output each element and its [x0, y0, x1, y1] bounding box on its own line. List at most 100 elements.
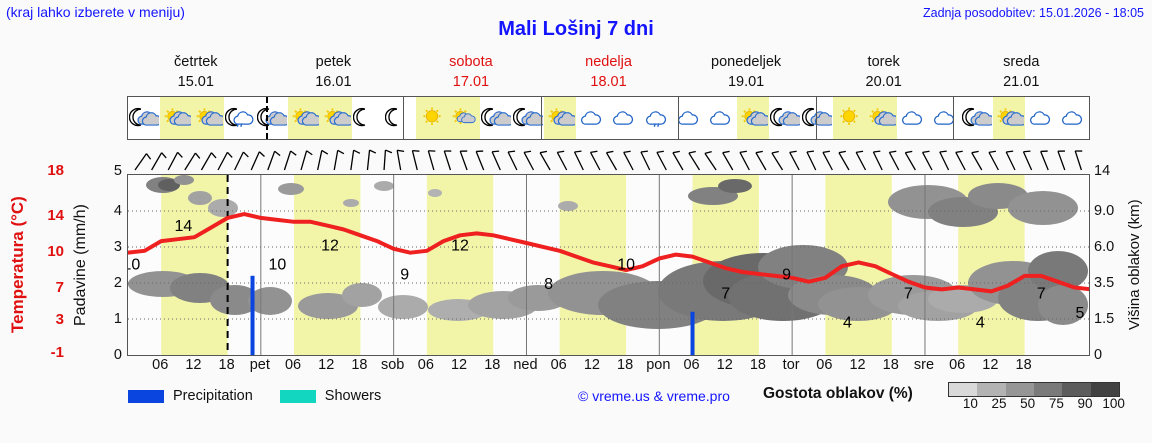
wind-barb: [771, 152, 784, 171]
wind-barb-flag: [939, 150, 947, 153]
wind-barb: [704, 153, 717, 171]
wind-barb: [539, 152, 551, 171]
moon-cloud-icon: [801, 97, 833, 139]
temperature-value-label: 9: [782, 266, 791, 283]
day-separator: [678, 97, 680, 139]
wind-barb: [789, 152, 800, 171]
cloud-density-step: [1090, 383, 1119, 396]
page-title: Mali Lošinj 7 dni: [498, 18, 654, 40]
wind-barb-flag: [640, 150, 648, 153]
cloud-density-blob: [558, 201, 578, 211]
wind-barb: [688, 152, 701, 171]
moon-cloud-icon: [256, 97, 288, 139]
temperature-tick: -1: [50, 344, 64, 361]
cloud-density-blob: [188, 191, 212, 205]
temperature-tick: 10: [47, 243, 64, 260]
sun-cloud-icon: [864, 97, 897, 139]
cloud-icon: [897, 97, 929, 139]
wind-barb-flag: [574, 150, 582, 153]
x-tick-pet: pet: [249, 357, 270, 373]
x-tick-18: 18: [484, 357, 501, 373]
wind-barb: [623, 152, 634, 171]
wind-barb: [475, 151, 485, 171]
wind-barb-flag: [806, 150, 815, 153]
cloud-density-blob: [298, 293, 358, 319]
wind-barb-flag: [385, 149, 393, 154]
wind-barb: [283, 150, 292, 171]
wind-barb-flag: [688, 150, 696, 154]
temperature-value-label: 12: [321, 237, 339, 254]
x-tick-06: 06: [683, 357, 700, 373]
wind-barb-flag: [889, 150, 897, 153]
x-tick-12: 12: [982, 357, 999, 373]
x-tick-18: 18: [351, 357, 368, 373]
day-header-5: ponedeljek 19.01: [677, 52, 815, 95]
day-name: sreda: [1003, 54, 1040, 70]
showers-legend-label: Showers: [324, 388, 382, 404]
cloud-density-tick: 25: [991, 396, 1007, 411]
wind-barb-flag: [873, 150, 881, 153]
moon-icon: [352, 97, 384, 139]
day-header-bar: četrtek 15.01 petek 16.01 sobota 17.01 nedelja…: [127, 52, 1090, 95]
cloud-density-blob: [1028, 251, 1088, 291]
temperature-line: [128, 212, 1089, 294]
sun-cloud-icon: [736, 97, 769, 139]
cloudheight-axis-title: Višina oblakov (km): [1126, 199, 1143, 331]
wind-barb: [184, 152, 196, 171]
forecast-plot: 10 14 10 12 9 12 8 10 7 9 4 7 4 7 5: [127, 174, 1090, 356]
cloud-density-blob: [343, 199, 359, 207]
wind-barb-flag: [321, 149, 329, 155]
x-tick-12: 12: [716, 357, 733, 373]
cloud-icon: [705, 97, 737, 139]
day-separator: [540, 97, 542, 139]
temperature-value-label: 7: [721, 286, 730, 303]
precipitation-legend: Precipitation Showers: [128, 386, 381, 406]
wind-barb-flag: [606, 150, 614, 154]
wind-barb: [507, 151, 518, 171]
temperature-tick: 18: [47, 162, 64, 179]
wind-barb-flag: [905, 150, 913, 154]
temperature-tick: 7: [55, 279, 64, 296]
wind-barb: [134, 153, 148, 171]
wind-barb: [366, 150, 371, 171]
cloud-density-tick: 90: [1077, 396, 1093, 411]
temperature-axis-title: Temperatura (°C): [8, 196, 27, 334]
cloud-density-blob: [210, 285, 260, 315]
x-tick-12: 12: [318, 357, 335, 373]
cloud-density-blob: [374, 181, 394, 191]
wind-barb-flag: [789, 150, 797, 153]
temperature-value-label: 5: [1075, 305, 1084, 322]
wind-barb-flag: [369, 149, 377, 154]
wind-barb: [739, 152, 750, 171]
cloud-drizzle-icon: [641, 97, 673, 139]
temperature-value-label: 10: [269, 257, 287, 274]
wind-barb: [167, 152, 179, 171]
wind-barb: [971, 152, 983, 171]
x-tick-06: 06: [816, 357, 833, 373]
copyright-text[interactable]: © vreme.us & vreme.pro: [578, 388, 730, 404]
wind-barb: [300, 150, 308, 171]
sun-cloud-icon: [192, 97, 225, 139]
cloud-icon: [576, 97, 608, 139]
x-axis-tick-labels: 06 12 18 pet 06 12 18 sob 06 12 18 ned 06 12 18 pon 06 12…: [127, 357, 1090, 379]
wind-barb-flag: [290, 150, 297, 156]
wind-barb-flag: [755, 150, 763, 154]
weather-icon-row: [127, 96, 1090, 140]
wind-barb-flag: [226, 151, 233, 158]
cloudheight-tick: 14: [1094, 163, 1111, 179]
precipitation-tick: 4: [113, 203, 122, 219]
cloud-density-step: [1062, 383, 1091, 396]
x-tick-18: 18: [882, 357, 899, 373]
wind-barb-flag: [523, 150, 532, 153]
cloud-density-tick: 100: [1102, 396, 1125, 411]
day-date: 20.01: [865, 74, 902, 90]
wind-barb: [855, 152, 867, 171]
wind-barb: [806, 151, 817, 171]
cloud-density-blob: [158, 179, 180, 191]
x-tick-12: 12: [185, 357, 202, 373]
wind-barb-flag: [539, 150, 548, 154]
day-header-7: sreda 21.01: [952, 52, 1090, 95]
wind-barb: [672, 152, 684, 171]
wind-barb: [1074, 150, 1083, 171]
wind-barb-flag: [508, 150, 516, 153]
